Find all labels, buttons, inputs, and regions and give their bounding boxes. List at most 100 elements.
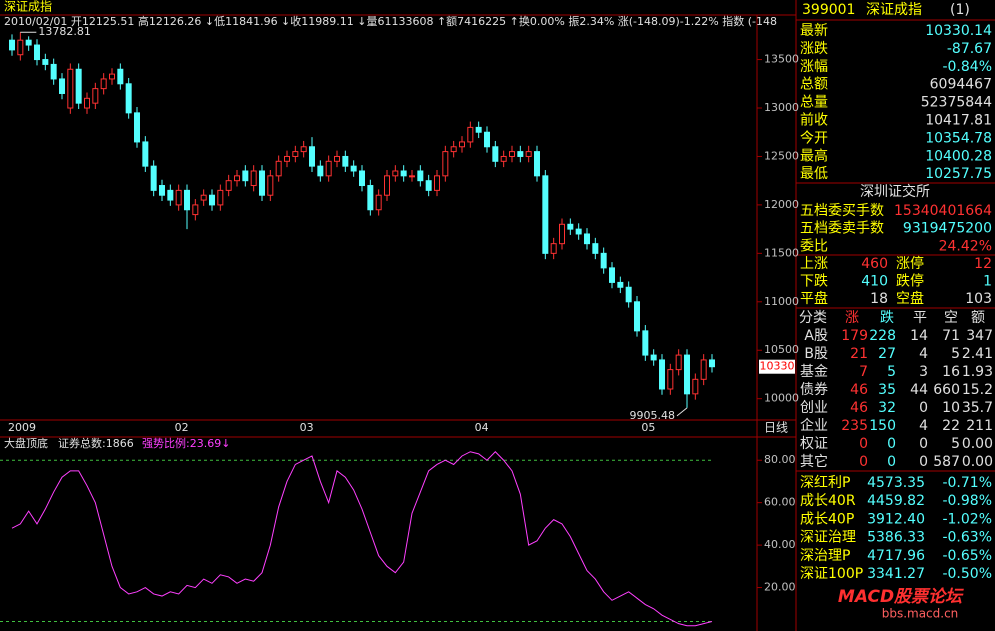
candle-body: [450, 146, 457, 153]
y-tick-label: 12500: [764, 149, 799, 162]
candle-body: [34, 44, 40, 61]
label: 5: [951, 346, 960, 362]
candle-body: [334, 155, 340, 162]
candle-body: [684, 354, 690, 395]
label: 27: [878, 346, 896, 362]
x-tick-label: 02: [175, 421, 189, 434]
y-tick-label: 20.00: [764, 581, 796, 594]
y-tick-label: 40.00: [764, 538, 796, 551]
label: 0: [887, 454, 896, 470]
candle-body: [492, 146, 499, 162]
candle-body: [509, 151, 515, 157]
label: 五档委卖手数: [800, 221, 884, 237]
label: 委比: [800, 238, 828, 254]
candle-body: [209, 194, 215, 206]
annotation: 9905.48: [630, 409, 676, 422]
label: 其它: [800, 453, 828, 470]
label: 成长40P: [800, 511, 854, 527]
candle-body: [692, 378, 699, 395]
label: 深证100P: [800, 566, 863, 582]
label: 上涨: [800, 256, 828, 272]
label: 10354.78: [925, 130, 992, 146]
candle-body: [242, 170, 249, 182]
candle-body: [517, 151, 524, 157]
candle-body: [350, 165, 357, 172]
label: 深治理P: [800, 548, 850, 564]
candle-body: [309, 146, 315, 167]
candle-body: [234, 175, 240, 182]
annotation: 13782.81: [38, 25, 90, 38]
label: 0: [919, 436, 928, 452]
indicator-subtitle: 证券总数:1866: [58, 436, 134, 450]
label: 平盘: [800, 290, 828, 307]
period: 日线: [764, 421, 788, 435]
label: 7: [859, 364, 868, 380]
candle-body: [392, 170, 399, 177]
label: 今开: [800, 130, 828, 146]
label: 660: [933, 382, 960, 398]
candle-body: [200, 194, 207, 201]
label: 35.7: [962, 400, 993, 416]
label: 32: [878, 400, 896, 416]
label: 4573.35: [867, 475, 925, 491]
price-tag-label: 10330: [760, 360, 795, 373]
label: 总额: [800, 77, 828, 93]
candle-body: [117, 68, 124, 85]
label: 179: [841, 328, 868, 344]
label: 成长40R: [800, 493, 856, 509]
candle-body: [375, 194, 382, 211]
label: 9319475200: [903, 221, 992, 237]
candle-body: [267, 175, 274, 196]
label: 3912.40: [867, 511, 925, 527]
label: -0.84%: [942, 59, 992, 75]
candle-body: [434, 175, 440, 191]
label: 22: [942, 418, 960, 434]
candle-body: [92, 88, 99, 104]
candle-body: [75, 68, 82, 104]
label: 347: [966, 328, 993, 344]
candle-body: [634, 301, 640, 332]
candle-body: [409, 175, 415, 178]
y-tick-label: 12000: [764, 198, 799, 211]
label: 4459.82: [867, 493, 925, 509]
candle-body: [709, 359, 715, 368]
label: 21: [850, 346, 868, 362]
candle-body: [317, 165, 324, 177]
candle-body: [459, 141, 465, 148]
label: 涨: [845, 310, 859, 326]
label: 跌: [880, 310, 894, 326]
label: 5: [887, 364, 896, 380]
label: B股: [804, 346, 828, 362]
label: 0: [919, 400, 928, 416]
label: -0.50%: [942, 566, 992, 582]
candle-body: [192, 204, 199, 216]
label: 5386.33: [867, 530, 925, 546]
label: 46: [850, 382, 868, 398]
candle-body: [425, 180, 432, 191]
candle-body: [25, 39, 32, 46]
candle-body: [400, 170, 407, 177]
label: 1.93: [962, 364, 993, 380]
price-tag: [759, 359, 795, 374]
label: -1.02%: [942, 511, 992, 527]
candle-body: [300, 146, 307, 153]
candle-body: [275, 160, 282, 177]
y-tick-label: 60.00: [764, 496, 796, 509]
label: 103: [965, 291, 992, 307]
label: 0: [859, 454, 868, 470]
candle-body: [592, 243, 599, 254]
candle-body: [284, 155, 290, 162]
label: 10: [942, 400, 960, 416]
label: 12: [974, 256, 992, 272]
label: 空盘: [896, 290, 924, 307]
label: 涨停: [896, 255, 924, 272]
candle-body: [359, 170, 365, 187]
label: 15340401664: [894, 203, 992, 219]
label: 211: [966, 418, 993, 434]
candle-body: [575, 228, 582, 235]
x-tick-label: 03: [300, 421, 314, 434]
candle-body: [67, 68, 74, 109]
label: 跌停: [896, 273, 924, 290]
label: 2.41: [962, 346, 993, 362]
